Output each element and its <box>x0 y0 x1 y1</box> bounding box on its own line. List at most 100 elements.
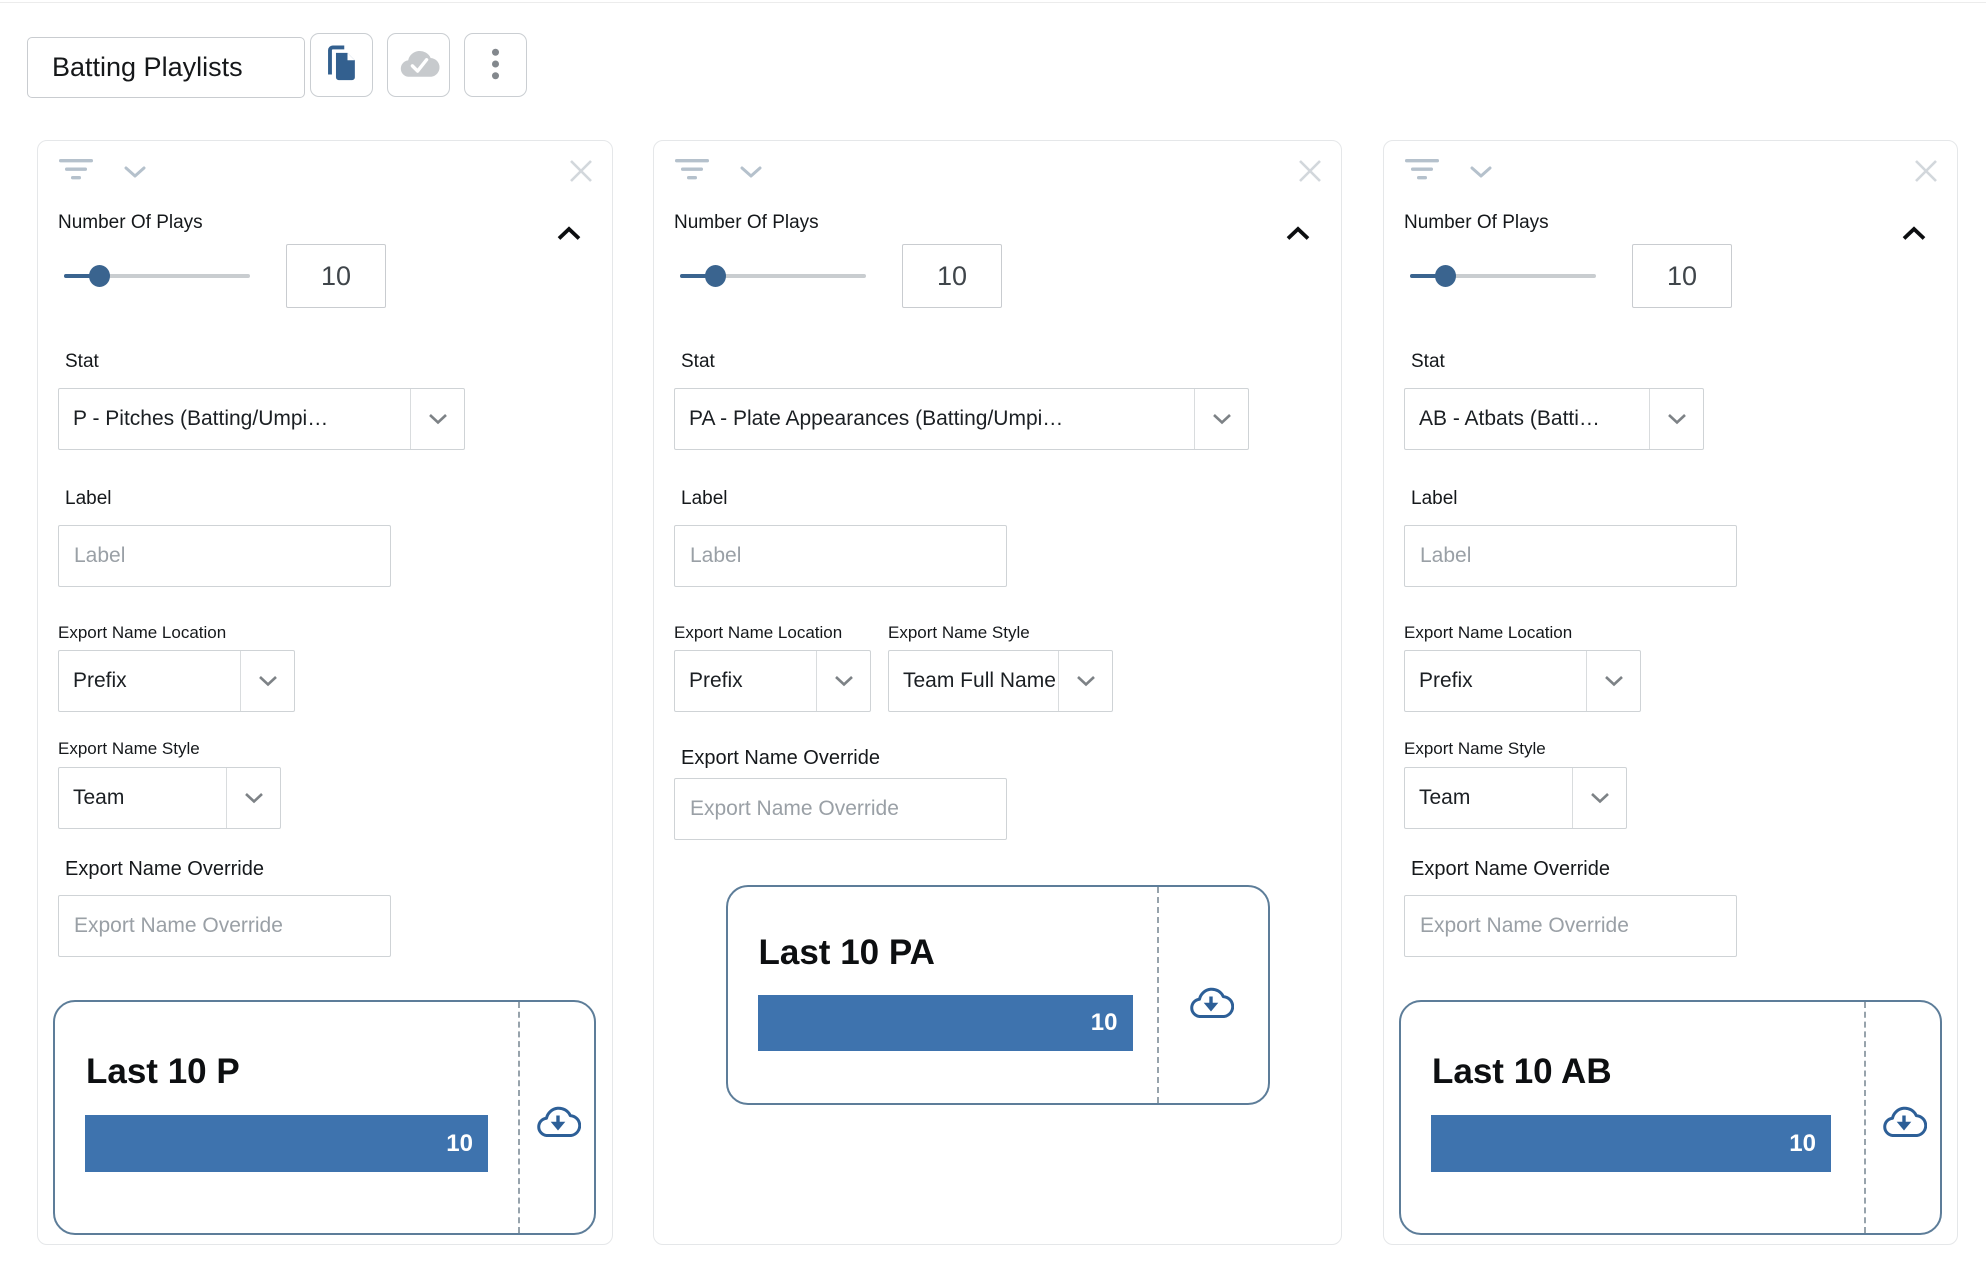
filter-lines-icon[interactable] <box>58 158 94 186</box>
chevron-down-icon <box>1649 389 1703 449</box>
playlist-card-atbats: Number Of Plays Stat AB - Atbats (Batti…… <box>1383 140 1958 1245</box>
export-name-location-value: Prefix <box>1419 669 1473 692</box>
slider-thumb[interactable] <box>705 265 726 287</box>
export-name-style-value: Team Full Name <box>903 669 1056 692</box>
number-of-plays-label: Number Of Plays <box>58 212 203 233</box>
export-name-location-select[interactable]: Prefix <box>674 650 871 712</box>
top-divider <box>0 2 1986 3</box>
chevron-up-icon <box>1901 227 1927 245</box>
stat-select[interactable]: AB - Atbats (Batti… <box>1404 388 1704 450</box>
export-name-override-label: Export Name Override <box>1411 858 1610 880</box>
stat-select-value: P - Pitches (Batting/Umpi… <box>73 407 329 430</box>
stat-select[interactable]: P - Pitches (Batting/Umpi… <box>58 388 465 450</box>
plays-value-input[interactable] <box>286 244 386 308</box>
chevron-down-icon[interactable] <box>740 166 762 178</box>
slider-track[interactable] <box>680 274 866 278</box>
stat-select-value: AB - Atbats (Batti… <box>1419 407 1600 430</box>
chevron-up-icon <box>1285 227 1311 245</box>
close-icon <box>1911 159 1941 189</box>
preview-bar: 10 <box>1431 1115 1831 1172</box>
publish-button[interactable] <box>387 33 450 97</box>
cloud-download-icon <box>1881 1106 1928 1143</box>
export-name-style-select[interactable]: Team <box>1404 767 1627 829</box>
playlist-preview: Last 10 PA 10 <box>725 885 1270 1105</box>
stat-select-value: PA - Plate Appearances (Batting/Umpi… <box>689 407 1064 430</box>
stat-select[interactable]: PA - Plate Appearances (Batting/Umpi… <box>674 388 1249 450</box>
export-name-location-select[interactable]: Prefix <box>58 650 295 712</box>
download-button[interactable] <box>1881 1104 1928 1143</box>
stat-label: Stat <box>1411 351 1445 372</box>
plays-slider[interactable] <box>680 264 866 288</box>
chevron-down-icon <box>410 389 464 449</box>
export-name-override-label: Export Name Override <box>65 858 264 880</box>
chevron-down-icon[interactable] <box>124 166 146 178</box>
preview-divider <box>1864 1002 1866 1233</box>
chevron-down-icon <box>1586 651 1640 711</box>
preview-title: Last 10 PA <box>758 933 935 972</box>
chevron-down-icon <box>1058 651 1112 711</box>
export-name-style-label: Export Name Style <box>1404 739 1546 758</box>
chevron-down-icon <box>816 651 870 711</box>
plays-value-input[interactable] <box>902 244 1002 308</box>
close-button[interactable] <box>566 156 596 186</box>
slider-fill <box>680 274 716 278</box>
export-name-override-label: Export Name Override <box>681 747 880 769</box>
export-name-style-select[interactable]: Team <box>58 767 281 829</box>
playlist-card-plate-appearances: Number Of Plays Stat PA - Plate Appearan… <box>653 140 1342 1245</box>
stat-label: Stat <box>681 351 715 372</box>
export-name-override-input[interactable] <box>1404 895 1737 957</box>
plays-value-input[interactable] <box>1632 244 1732 308</box>
close-button[interactable] <box>1911 156 1941 186</box>
stat-label: Stat <box>65 351 99 372</box>
export-name-style-value: Team <box>73 786 125 809</box>
collapse-button[interactable] <box>1901 226 1927 242</box>
preview-bar: 10 <box>757 995 1133 1051</box>
playlist-card-pitches: Number Of Plays Stat P - Pitches (Battin… <box>37 140 613 1245</box>
close-icon <box>566 159 596 189</box>
playlist-preview: Last 10 P 10 <box>53 1000 596 1235</box>
slider-fill <box>1410 274 1446 278</box>
copy-icon <box>324 44 359 86</box>
export-name-location-select[interactable]: Prefix <box>1404 650 1641 712</box>
slider-track[interactable] <box>1410 274 1596 278</box>
close-button[interactable] <box>1295 156 1325 186</box>
export-name-location-label: Export Name Location <box>58 623 227 642</box>
slider-track[interactable] <box>64 274 250 278</box>
export-name-location-label: Export Name Location <box>674 623 843 642</box>
download-button[interactable] <box>1188 985 1234 1024</box>
export-name-location-label: Export Name Location <box>1404 623 1573 642</box>
export-name-style-value: Team <box>1419 786 1471 809</box>
export-name-override-input[interactable] <box>58 895 391 957</box>
filter-lines-icon[interactable] <box>674 158 710 186</box>
label-input[interactable] <box>58 525 391 587</box>
slider-thumb[interactable] <box>1435 265 1456 287</box>
preview-title: Last 10 P <box>86 1052 240 1091</box>
collapse-button[interactable] <box>556 226 582 242</box>
export-name-style-select[interactable]: Team Full Name <box>888 650 1113 712</box>
chevron-down-icon <box>226 768 280 828</box>
number-of-plays-label: Number Of Plays <box>1404 212 1549 233</box>
number-of-plays-label: Number Of Plays <box>674 212 819 233</box>
preview-title: Last 10 AB <box>1432 1052 1612 1091</box>
chevron-up-icon <box>556 227 582 245</box>
label-input[interactable] <box>674 525 1007 587</box>
plays-slider[interactable] <box>1410 264 1596 288</box>
export-name-location-value: Prefix <box>689 669 743 692</box>
duplicate-button[interactable] <box>310 33 373 97</box>
chevron-down-icon <box>1194 389 1248 449</box>
preview-bar: 10 <box>85 1115 488 1172</box>
export-name-style-label: Export Name Style <box>888 623 1030 642</box>
chevron-down-icon[interactable] <box>1470 166 1492 178</box>
download-button[interactable] <box>535 1104 582 1143</box>
collapse-button[interactable] <box>1285 226 1311 242</box>
label-label: Label <box>1411 488 1458 509</box>
label-input[interactable] <box>1404 525 1737 587</box>
export-name-override-input[interactable] <box>674 778 1007 840</box>
filter-lines-icon[interactable] <box>1404 158 1440 186</box>
slider-thumb[interactable] <box>89 265 110 287</box>
playlist-group-title-input[interactable] <box>27 37 305 98</box>
plays-slider[interactable] <box>64 264 250 288</box>
toolbar <box>310 33 527 97</box>
more-options-button[interactable] <box>464 33 527 97</box>
